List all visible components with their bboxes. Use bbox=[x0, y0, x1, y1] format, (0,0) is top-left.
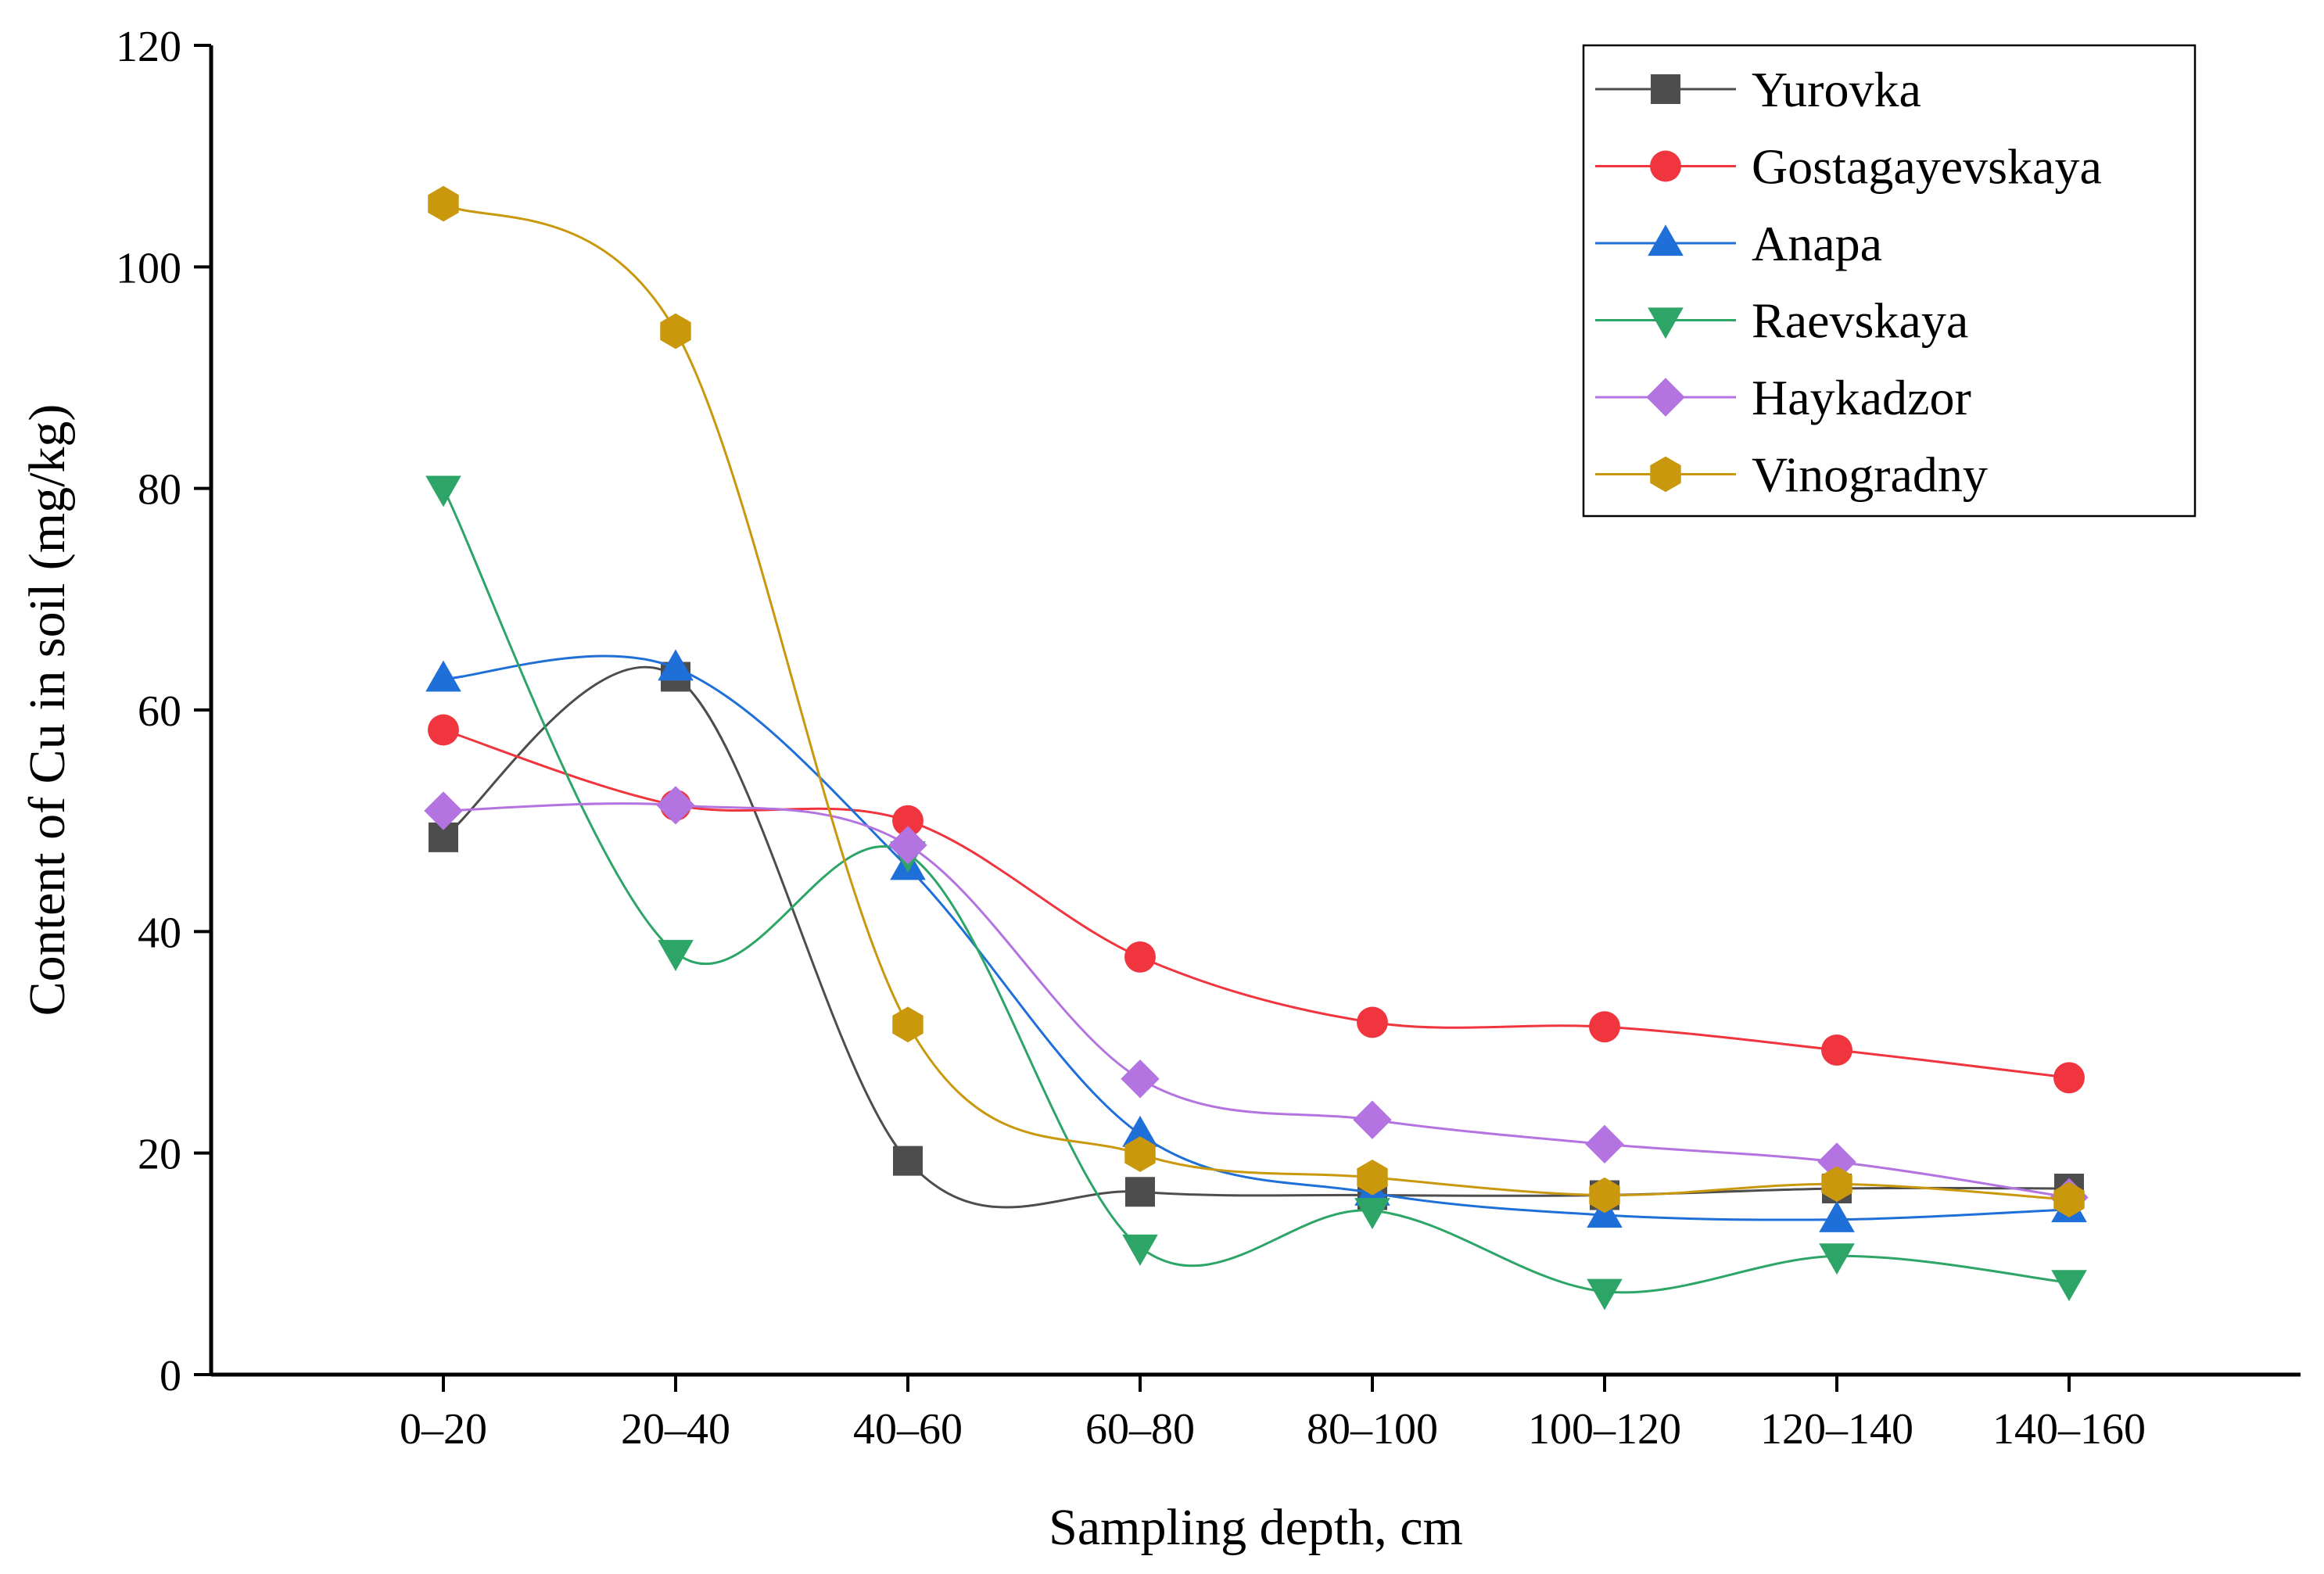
data-point-raevskaya-6 bbox=[1819, 1243, 1855, 1275]
legend-label-vinogradny: Vinogradny bbox=[1752, 447, 1988, 503]
data-point-haykadzor-3 bbox=[1121, 1059, 1160, 1099]
series-line-haykadzor bbox=[443, 802, 2070, 1199]
x-tick-label-1: 20–40 bbox=[621, 1405, 730, 1454]
data-point-vinogradny-5 bbox=[1589, 1177, 1620, 1214]
data-point-anapa-1 bbox=[658, 649, 694, 681]
data-point-vinogradny-1 bbox=[660, 313, 691, 350]
data-point-yurovka-2 bbox=[893, 1146, 923, 1176]
data-point-vinogradny-3 bbox=[1124, 1136, 1156, 1172]
series-vinogradny bbox=[428, 185, 2085, 1217]
legend-box bbox=[1582, 44, 2197, 518]
data-point-raevskaya-5 bbox=[1587, 1278, 1623, 1310]
series-line-gostagayevskaya bbox=[443, 729, 2070, 1079]
series-haykadzor bbox=[424, 786, 2089, 1217]
legend: Yurovka Gostagayevskaya Anapa Raevskaya Hayk… bbox=[1582, 44, 2197, 518]
data-point-vinogradny-2 bbox=[892, 1006, 924, 1043]
legend-item-gostagayevskaya: Gostagayevskaya bbox=[1595, 139, 2102, 195]
data-point-gostagayevskaya-6 bbox=[1821, 1034, 1852, 1066]
y-tick-label-0: 0 bbox=[160, 1352, 181, 1400]
data-point-raevskaya-7 bbox=[2051, 1270, 2087, 1302]
y-axis-title: Content of Cu in soil (mg/kg) bbox=[19, 404, 76, 1016]
series-line-anapa bbox=[443, 654, 2070, 1221]
legend-marker-haykadzor bbox=[1646, 378, 1685, 417]
x-tick-label-4: 80–100 bbox=[1307, 1405, 1438, 1454]
data-point-anapa-0 bbox=[425, 660, 461, 692]
y-tick-label-3: 60 bbox=[138, 687, 181, 736]
data-point-gostagayevskaya-2 bbox=[892, 805, 924, 837]
y-tick-label-5: 100 bbox=[116, 244, 181, 292]
legend-item-raevskaya: Raevskaya bbox=[1595, 293, 1968, 349]
y-tick-label-1: 20 bbox=[138, 1131, 181, 1179]
legend-label-raevskaya: Raevskaya bbox=[1752, 293, 1968, 349]
data-point-yurovka-3 bbox=[1125, 1177, 1155, 1207]
data-point-gostagayevskaya-4 bbox=[1357, 1006, 1388, 1038]
data-point-vinogradny-0 bbox=[428, 185, 459, 222]
data-point-haykadzor-5 bbox=[1585, 1124, 1624, 1164]
data-point-raevskaya-3 bbox=[1122, 1234, 1158, 1266]
x-tick-label-5: 100–120 bbox=[1528, 1405, 1681, 1454]
x-tick-label-6: 120–140 bbox=[1760, 1405, 1913, 1454]
x-axis-title: Sampling depth, cm bbox=[1049, 1499, 1463, 1556]
x-tick-label-7: 140–160 bbox=[1992, 1405, 2146, 1454]
series-line-yurovka bbox=[443, 665, 2070, 1209]
x-tick-label-0: 0–20 bbox=[400, 1405, 487, 1454]
y-tick-label-6: 120 bbox=[116, 23, 181, 71]
legend-marker-yurovka bbox=[1651, 74, 1680, 104]
data-point-gostagayevskaya-0 bbox=[428, 714, 459, 746]
data-point-gostagayevskaya-3 bbox=[1124, 941, 1156, 973]
y-tick-label-2: 40 bbox=[138, 909, 181, 957]
data-point-raevskaya-4 bbox=[1354, 1198, 1390, 1230]
legend-item-yurovka: Yurovka bbox=[1595, 62, 1921, 117]
legend-marker-vinogradny bbox=[1650, 456, 1681, 493]
x-tick-label-2: 40–60 bbox=[853, 1405, 963, 1454]
data-point-gostagayevskaya-5 bbox=[1589, 1011, 1620, 1043]
legend-item-vinogradny: Vinogradny bbox=[1595, 447, 1988, 503]
data-point-haykadzor-1 bbox=[656, 786, 695, 825]
legend-item-anapa: Anapa bbox=[1595, 216, 1882, 271]
series-gostagayevskaya bbox=[428, 714, 2085, 1094]
series-layer bbox=[424, 185, 2089, 1310]
data-point-anapa-3 bbox=[1122, 1115, 1158, 1147]
data-point-raevskaya-0 bbox=[425, 475, 461, 507]
data-point-raevskaya-1 bbox=[658, 940, 694, 971]
data-point-vinogradny-7 bbox=[2053, 1181, 2085, 1217]
axes-layer: 0–20 20–40 40–60 60–80 80–100 100–120 120–140 1… bbox=[19, 23, 2301, 1556]
legend-label-yurovka: Yurovka bbox=[1752, 62, 1921, 117]
data-point-vinogradny-6 bbox=[1821, 1166, 1852, 1203]
legend-marker-gostagayevskaya bbox=[1650, 150, 1681, 182]
legend-marker-anapa bbox=[1648, 224, 1684, 256]
y-tick-label-4: 80 bbox=[138, 466, 181, 515]
data-point-anapa-6 bbox=[1819, 1200, 1855, 1232]
data-point-haykadzor-6 bbox=[1817, 1142, 1856, 1181]
data-point-vinogradny-4 bbox=[1357, 1160, 1388, 1196]
data-point-haykadzor-0 bbox=[424, 791, 463, 830]
x-tick-label-3: 60–80 bbox=[1085, 1405, 1195, 1454]
legend-label-anapa: Anapa bbox=[1752, 216, 1882, 271]
series-yurovka bbox=[429, 662, 2084, 1210]
legend-marker-raevskaya bbox=[1648, 307, 1684, 339]
legend-item-haykadzor: Haykadzor bbox=[1595, 370, 1971, 425]
data-point-haykadzor-4 bbox=[1353, 1100, 1392, 1139]
data-point-yurovka-0 bbox=[429, 822, 458, 852]
data-point-haykadzor-2 bbox=[888, 826, 927, 865]
legend-label-haykadzor: Haykadzor bbox=[1752, 370, 1971, 425]
data-point-gostagayevskaya-7 bbox=[2053, 1062, 2085, 1094]
legend-label-gostagayevskaya: Gostagayevskaya bbox=[1752, 139, 2102, 195]
